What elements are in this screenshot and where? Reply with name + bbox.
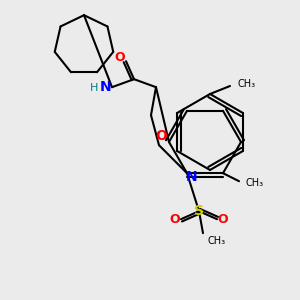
- Text: O: O: [155, 129, 167, 143]
- Text: N: N: [100, 80, 112, 94]
- Text: H: H: [90, 83, 98, 93]
- Text: O: O: [170, 213, 180, 226]
- Text: S: S: [194, 204, 204, 218]
- Text: O: O: [115, 51, 125, 64]
- Text: N: N: [186, 170, 198, 184]
- Text: O: O: [218, 213, 228, 226]
- Text: CH₃: CH₃: [245, 178, 263, 188]
- Text: CH₃: CH₃: [207, 236, 225, 246]
- Text: CH₃: CH₃: [237, 79, 255, 89]
